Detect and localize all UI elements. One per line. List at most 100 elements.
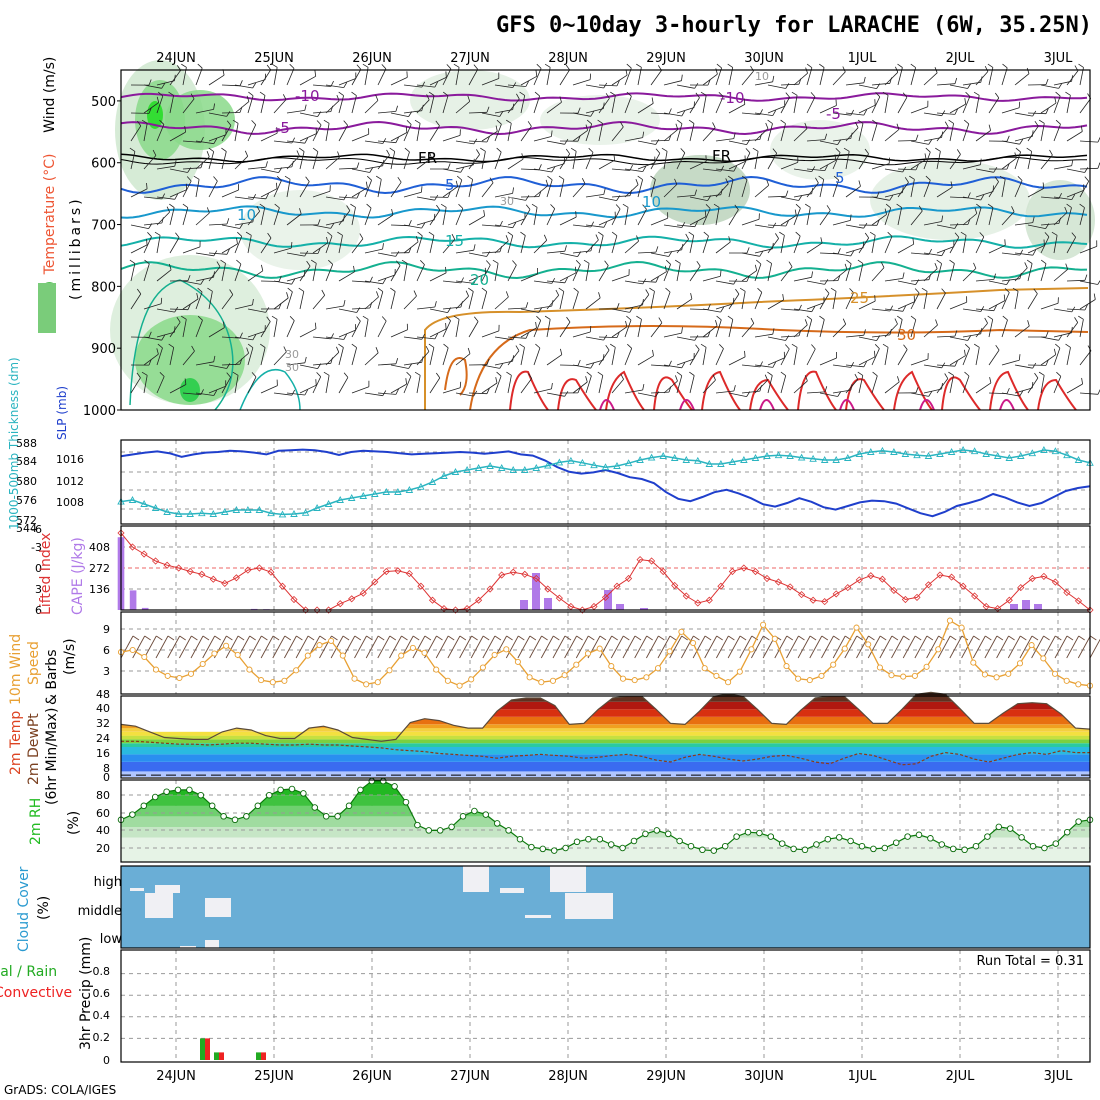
wind-barb: [377, 392, 396, 395]
wind-barb: [780, 375, 787, 394]
wind-barb: [486, 388, 490, 394]
wind-barb: [921, 287, 928, 292]
wind-barb: [442, 306, 461, 310]
y-tick-label: 0: [103, 1054, 110, 1067]
wind-barb: [552, 635, 566, 659]
wind-barb: [663, 80, 682, 86]
wind-barb: [821, 635, 829, 641]
wind-barb: [754, 333, 773, 338]
wind-barb: [338, 210, 351, 226]
wind-barb: [1081, 377, 1083, 385]
wind-barb: [481, 291, 488, 310]
wind-barb: [494, 193, 513, 198]
wind-barb: [147, 232, 152, 237]
wind-barb: [663, 291, 671, 310]
rh-point: [881, 844, 889, 852]
wind-barb: [442, 168, 461, 173]
wind-speed-point: [456, 682, 463, 689]
wind-speed-point: [958, 624, 965, 631]
wind-barb: [925, 175, 931, 181]
wind-barb: [637, 209, 647, 226]
wind-speed-point: [304, 652, 311, 659]
wind-barb: [884, 207, 892, 226]
wind-barb: [559, 272, 577, 282]
cape-bar: [1034, 604, 1042, 610]
wind-barb: [936, 126, 949, 142]
wind-barb: [481, 78, 499, 86]
temp-band: [121, 716, 1090, 725]
wind-barb: [785, 220, 789, 227]
wind-barb: [739, 635, 753, 659]
wind-barb: [167, 635, 181, 659]
wind-barb: [416, 99, 430, 114]
wind-barb: [910, 252, 929, 255]
rh-point: [801, 846, 809, 854]
y-tick-label: 544: [16, 522, 37, 535]
wind-barb: [949, 154, 961, 170]
wind-barb: [690, 293, 693, 299]
wind-barb: [401, 635, 408, 641]
wind-barb: [195, 212, 210, 226]
cape-bar: [532, 573, 540, 610]
wind-barb: [482, 635, 490, 641]
wind-barb: [395, 137, 399, 143]
wind-barb: [663, 380, 678, 394]
rh-point: [288, 785, 296, 793]
wind-barb: [429, 95, 435, 114]
wind-barb: [728, 293, 740, 310]
wind-barb: [397, 176, 402, 183]
wind-barb: [754, 128, 769, 142]
wind-barb: [325, 352, 340, 366]
wind-barb: [364, 180, 372, 198]
wind-barb: [1066, 70, 1079, 86]
wind-barb: [130, 151, 136, 170]
wind-speed-point: [526, 674, 533, 681]
rh-point: [949, 845, 957, 853]
lifted-index-point: [152, 557, 160, 565]
wind-barb: [470, 635, 484, 659]
wind-barb: [681, 327, 683, 334]
lifted-index-point: [382, 567, 390, 576]
wind-barb: [416, 219, 435, 226]
rh-shading: [180, 378, 200, 402]
wind-barb: [676, 358, 695, 366]
wind-barb: [266, 316, 271, 322]
thickness-point: [970, 447, 979, 455]
wind-barb: [581, 178, 586, 184]
wind-barb: [928, 391, 933, 397]
thickness-point: [1005, 454, 1014, 461]
wind-barb: [533, 136, 552, 142]
wind-barb: [1002, 315, 1008, 321]
lifted-index-point: [867, 572, 875, 580]
wind-barb: [1014, 112, 1033, 117]
wind-barb: [772, 328, 775, 335]
wind-barb: [169, 384, 187, 394]
wind-barb: [767, 375, 773, 394]
wind-barb: [236, 237, 238, 244]
wind-barb: [190, 635, 204, 659]
wind-barb: [169, 131, 186, 142]
wind-barb: [874, 350, 876, 357]
wind-barb: [780, 119, 786, 124]
wind-barb: [572, 331, 591, 338]
wind-barb: [312, 124, 322, 142]
wind-barb: [156, 635, 163, 641]
wind-barb: [599, 635, 607, 641]
wind-barb: [261, 264, 264, 271]
thickness-point: [209, 510, 218, 517]
wind-barb: [351, 207, 356, 226]
wind-barb: [395, 357, 399, 364]
wind-barb: [1053, 165, 1072, 170]
wind-barb: [1066, 237, 1077, 254]
cape-bar: [640, 608, 648, 610]
wind-barb: [226, 248, 230, 255]
isotherm: [919, 399, 935, 411]
wind-barb: [312, 147, 319, 153]
wind-speed-point: [608, 663, 615, 670]
wind-barb: [598, 265, 609, 282]
wind-barb: [793, 276, 812, 282]
wind-barb: [715, 319, 722, 338]
wind-barb: [716, 315, 722, 321]
wind-barb: [1045, 108, 1049, 114]
thickness-point: [486, 462, 494, 469]
